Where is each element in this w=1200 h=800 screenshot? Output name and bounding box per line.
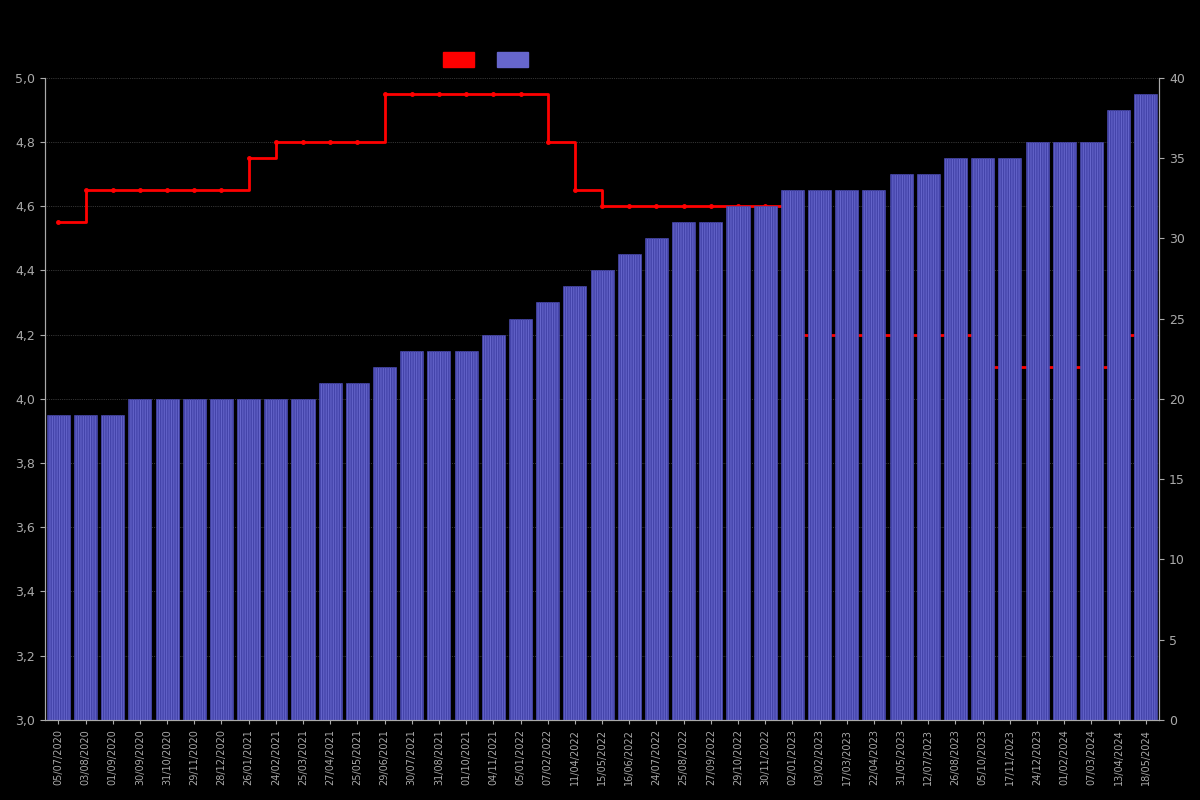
Bar bbox=[618, 254, 641, 720]
Bar bbox=[346, 382, 368, 720]
Bar bbox=[47, 415, 70, 720]
Bar bbox=[182, 398, 206, 720]
Bar bbox=[889, 174, 913, 720]
Bar bbox=[672, 222, 695, 720]
Bar bbox=[292, 398, 314, 720]
Bar bbox=[1026, 142, 1049, 720]
Bar bbox=[509, 318, 532, 720]
Bar bbox=[481, 334, 505, 720]
Bar bbox=[808, 190, 832, 720]
Bar bbox=[781, 190, 804, 720]
Bar bbox=[726, 206, 750, 720]
Bar bbox=[264, 398, 287, 720]
Bar bbox=[238, 398, 260, 720]
Bar bbox=[101, 415, 125, 720]
Bar bbox=[917, 174, 940, 720]
Bar bbox=[1108, 110, 1130, 720]
Bar bbox=[319, 382, 342, 720]
Bar bbox=[563, 286, 587, 720]
Bar bbox=[863, 190, 886, 720]
Bar bbox=[128, 398, 151, 720]
Bar bbox=[210, 398, 233, 720]
Bar bbox=[400, 350, 424, 720]
Bar bbox=[971, 158, 995, 720]
Bar bbox=[1134, 94, 1157, 720]
Bar bbox=[835, 190, 858, 720]
Bar bbox=[1080, 142, 1103, 720]
Bar bbox=[156, 398, 179, 720]
Bar bbox=[455, 350, 478, 720]
Bar bbox=[373, 366, 396, 720]
Bar bbox=[427, 350, 450, 720]
Bar bbox=[74, 415, 97, 720]
Bar bbox=[644, 238, 668, 720]
Legend: , : , bbox=[437, 46, 545, 73]
Bar bbox=[944, 158, 967, 720]
Bar bbox=[754, 206, 776, 720]
Bar bbox=[590, 270, 613, 720]
Bar bbox=[998, 158, 1021, 720]
Bar bbox=[700, 222, 722, 720]
Bar bbox=[536, 302, 559, 720]
Bar bbox=[1052, 142, 1076, 720]
